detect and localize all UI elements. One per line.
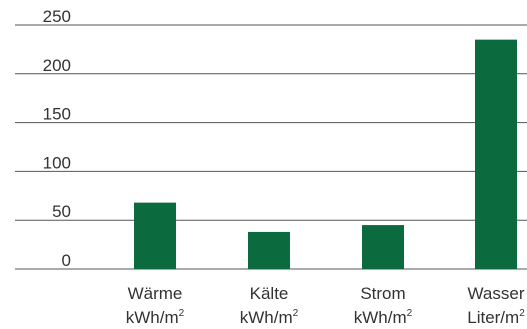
y-tick-label-150: 150	[43, 105, 71, 124]
y-tick-label-200: 200	[43, 56, 71, 75]
bar-wärme	[134, 202, 176, 269]
y-tick-label-250: 250	[43, 7, 71, 26]
y-tick-label-50: 50	[52, 202, 71, 221]
x-unit-label-2: kWh/m2	[354, 308, 413, 327]
y-tick-label-0: 0	[62, 251, 71, 270]
bar-kälte	[248, 231, 290, 269]
x-unit-label-3: Liter/m2	[467, 308, 525, 327]
x-category-label-3: Wasser	[468, 284, 525, 303]
y-axis-ticks: 0 50 100 150 200 250	[43, 7, 71, 270]
y-tick-label-100: 100	[43, 153, 71, 172]
x-category-label-0: Wärme	[128, 284, 183, 303]
x-unit-label-0: kWh/m2	[126, 308, 185, 327]
grid-layer	[15, 24, 527, 270]
x-axis-labels: Wärme kWh/m2 Kälte kWh/m2 Strom kWh/m2 Wasser L…	[126, 284, 525, 327]
x-unit-label-1: kWh/m2	[240, 308, 299, 327]
bar-strom	[362, 225, 404, 269]
bar-wasser	[475, 39, 517, 269]
x-category-label-1: Kälte	[250, 284, 289, 303]
x-category-label-2: Strom	[360, 284, 405, 303]
bar-layer	[134, 39, 517, 269]
